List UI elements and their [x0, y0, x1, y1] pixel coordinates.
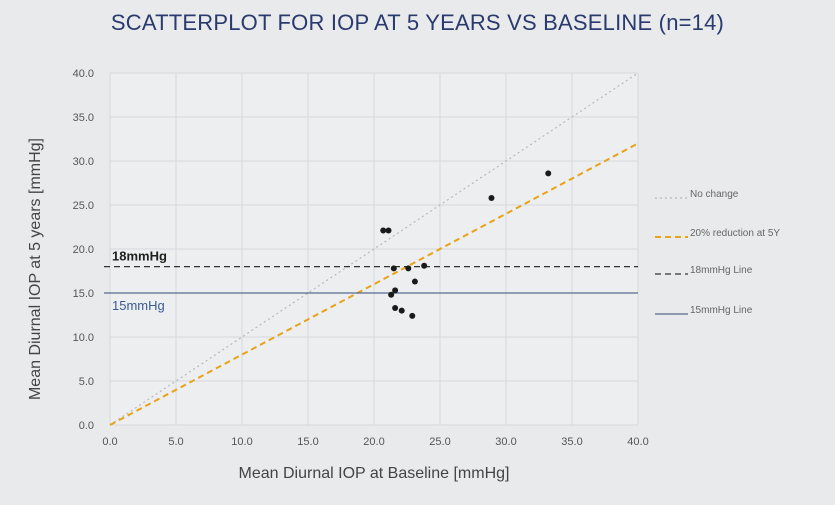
scatter-point [390, 265, 397, 272]
x-tick-label: 15.0 [297, 436, 318, 448]
y-tick-label: 35.0 [73, 112, 94, 124]
scatter-point [405, 265, 412, 272]
legend-18mmhg-label: 18mmHg Line [690, 265, 753, 276]
y-tick-label: 30.0 [73, 156, 94, 168]
y-tick-label: 20.0 [73, 244, 94, 256]
x-tick-label: 25.0 [429, 436, 450, 448]
y-tick-label: 0.0 [79, 420, 94, 432]
x-tick-label: 30.0 [495, 436, 516, 448]
legend-15mmhg-label: 15mmHg Line [690, 305, 753, 316]
x-tick-label: 10.0 [231, 436, 252, 448]
y-tick-label: 40.0 [73, 68, 94, 80]
scatter-point [385, 227, 392, 234]
scatter-point [545, 170, 552, 177]
x-tick-label: 35.0 [561, 436, 582, 448]
x-axis-title: Mean Diurnal IOP at Baseline [mmHg] [239, 465, 510, 482]
y-tick-label: 5.0 [79, 376, 94, 388]
scatter-point [488, 194, 495, 201]
no-change-line [109, 72, 639, 426]
x-tick-label: 5.0 [168, 436, 183, 448]
legend-no-change-label: No change [690, 189, 739, 200]
x-tick-label: 0.0 [102, 436, 117, 448]
y-axis-title: Mean Diurnal IOP at 5 years [mmHg] [27, 138, 44, 400]
y-tick-label: 15.0 [73, 288, 94, 300]
scatter-point [398, 307, 405, 314]
scatter-point [392, 304, 399, 311]
annotation-15mmhg: 15mmHg [112, 298, 165, 313]
scatter-point [392, 287, 399, 294]
x-tick-label: 20.0 [363, 436, 384, 448]
x-tick-label: 40.0 [627, 436, 648, 448]
y-tick-label: 10.0 [73, 332, 94, 344]
annotation-18mmhg: 18mmHg [112, 249, 167, 264]
legend-20pct-reduction-label: 20% reduction at 5Y [690, 228, 780, 239]
scatter-point [411, 278, 418, 285]
scatter-point [421, 262, 428, 269]
scatter-point [380, 227, 387, 234]
scatter-point [409, 312, 416, 319]
chart-title: SCATTERPLOT FOR IOP AT 5 YEARS VS BASELI… [110, 10, 725, 35]
scatter-point [388, 291, 395, 298]
y-tick-label: 25.0 [73, 200, 94, 212]
